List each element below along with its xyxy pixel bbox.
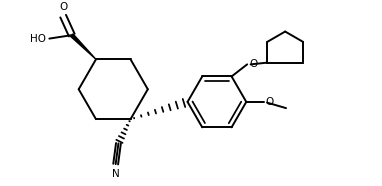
Text: HO: HO	[30, 34, 46, 44]
Polygon shape	[71, 34, 96, 59]
Text: O: O	[265, 97, 274, 107]
Text: N: N	[112, 169, 120, 179]
Text: O: O	[249, 59, 257, 69]
Text: O: O	[59, 2, 67, 12]
